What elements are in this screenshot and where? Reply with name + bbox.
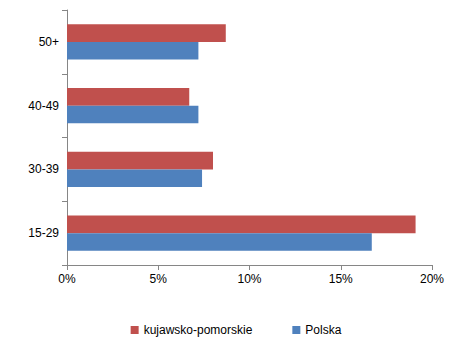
svg-text:20%: 20% (420, 272, 444, 286)
svg-text:10%: 10% (237, 272, 261, 286)
svg-text:5%: 5% (150, 272, 168, 286)
svg-text:50+: 50+ (39, 35, 59, 49)
svg-text:0%: 0% (58, 272, 76, 286)
svg-text:30-39: 30-39 (28, 162, 59, 176)
svg-text:15%: 15% (329, 272, 353, 286)
svg-text:Polska: Polska (305, 323, 341, 337)
svg-text:kujawsko-pomorskie: kujawsko-pomorskie (144, 323, 253, 337)
svg-text:40-49: 40-49 (28, 99, 59, 113)
svg-text:15-29: 15-29 (28, 226, 59, 240)
